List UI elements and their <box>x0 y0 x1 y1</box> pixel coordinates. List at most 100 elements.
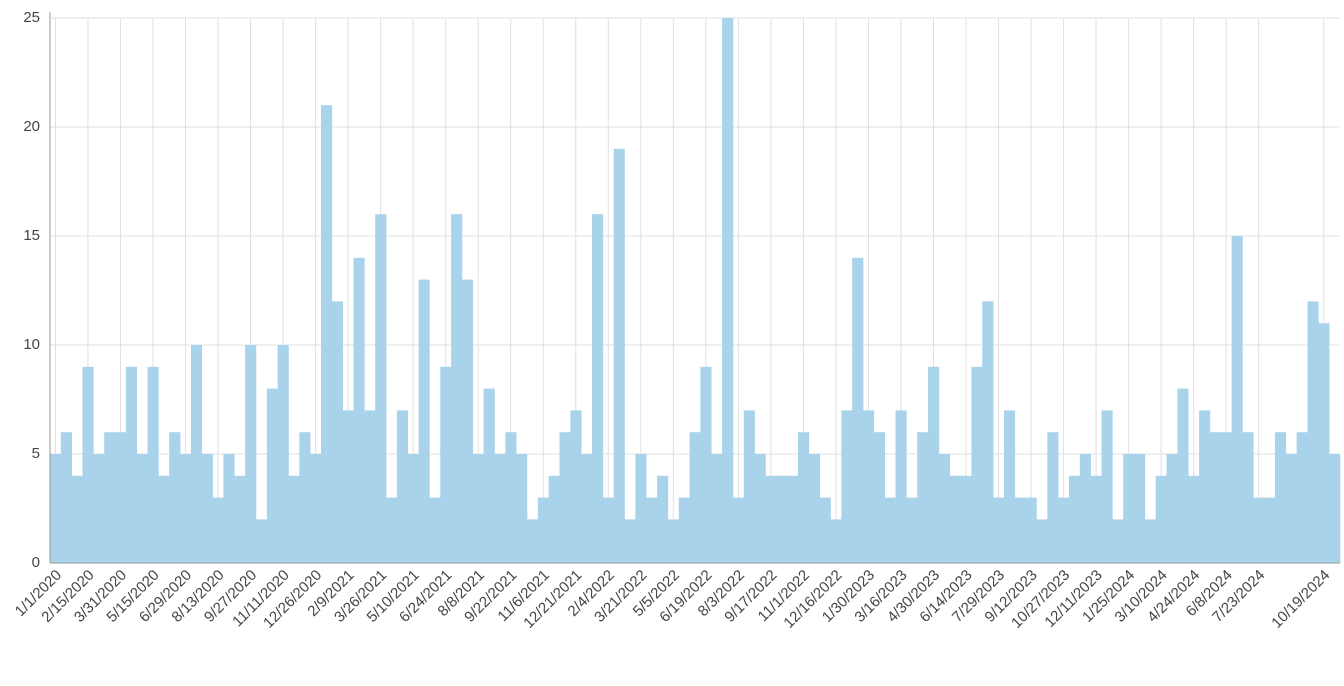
bar <box>364 410 376 563</box>
bar <box>1188 475 1200 563</box>
bar <box>1318 323 1330 563</box>
bar <box>212 497 224 563</box>
bar <box>743 410 755 563</box>
bar <box>1264 497 1276 563</box>
bar <box>1112 519 1124 563</box>
bar <box>960 475 972 563</box>
bar <box>895 410 907 563</box>
bar <box>1014 497 1026 563</box>
bar <box>1090 475 1102 563</box>
bar <box>1307 301 1319 563</box>
bar <box>71 475 83 563</box>
bar <box>396 410 409 563</box>
bar <box>1144 519 1157 563</box>
bar <box>321 105 333 563</box>
bar <box>60 432 72 563</box>
bar <box>537 497 549 563</box>
bar <box>190 345 203 563</box>
bar <box>310 454 322 563</box>
bar <box>429 497 441 563</box>
bar <box>223 454 235 563</box>
bar <box>277 345 289 563</box>
bar <box>299 432 311 563</box>
y-tick-label: 10 <box>23 336 40 353</box>
bar <box>938 454 951 563</box>
y-tick-label: 0 <box>32 554 40 571</box>
bar <box>1231 236 1243 563</box>
bar <box>559 432 571 563</box>
bar <box>407 454 419 563</box>
bar <box>581 454 593 563</box>
bar <box>830 519 842 563</box>
bar <box>602 497 614 563</box>
bar <box>873 432 886 563</box>
bar <box>1296 432 1308 563</box>
bar <box>678 497 690 563</box>
bar <box>125 366 138 563</box>
bar <box>993 497 1005 563</box>
bar <box>418 279 430 563</box>
bar <box>158 475 170 563</box>
bar <box>852 257 864 563</box>
bar <box>50 454 62 563</box>
bar <box>342 410 354 563</box>
bar <box>808 454 820 563</box>
bar <box>646 497 658 563</box>
bar <box>689 432 701 563</box>
bar <box>255 519 268 563</box>
bar <box>115 432 127 563</box>
bar <box>906 497 918 563</box>
bar <box>657 475 669 563</box>
bar <box>776 475 788 563</box>
bar <box>1134 454 1146 563</box>
bar <box>1101 410 1113 563</box>
bar <box>516 454 528 563</box>
bar <box>722 18 734 563</box>
bar <box>1036 519 1048 563</box>
bar <box>82 366 94 563</box>
bar <box>136 454 148 563</box>
bar <box>1155 475 1167 563</box>
bar <box>1253 497 1265 563</box>
bar <box>483 388 495 563</box>
bar <box>949 475 961 563</box>
bar <box>928 366 940 563</box>
bar <box>732 497 745 563</box>
bar <box>1329 454 1341 563</box>
bar <box>1166 454 1178 563</box>
bar <box>613 148 625 564</box>
bar <box>1285 454 1297 563</box>
bar <box>754 454 766 563</box>
bar <box>1274 432 1287 563</box>
bar <box>201 454 213 563</box>
bar <box>787 475 799 563</box>
bar <box>1177 388 1189 563</box>
bar <box>1058 497 1070 563</box>
bar <box>1123 454 1135 563</box>
bar <box>971 366 983 563</box>
y-tick-label: 20 <box>23 118 40 135</box>
bar <box>1047 432 1059 563</box>
bar <box>245 345 257 563</box>
bar <box>93 454 105 563</box>
bar <box>711 454 723 563</box>
bar <box>667 519 680 563</box>
bar <box>1220 432 1232 563</box>
bar <box>1209 432 1222 563</box>
bar <box>147 366 159 563</box>
bar <box>234 475 246 563</box>
bar <box>1079 454 1091 563</box>
bar <box>624 519 636 563</box>
bar <box>386 497 398 563</box>
bar <box>180 454 192 563</box>
bar <box>451 214 463 563</box>
bar <box>1068 475 1081 563</box>
bar <box>1199 410 1211 563</box>
bar <box>526 519 539 563</box>
bar <box>353 257 365 563</box>
bar <box>331 301 343 563</box>
bar <box>440 366 452 563</box>
bar <box>169 432 181 563</box>
bar <box>570 410 582 563</box>
